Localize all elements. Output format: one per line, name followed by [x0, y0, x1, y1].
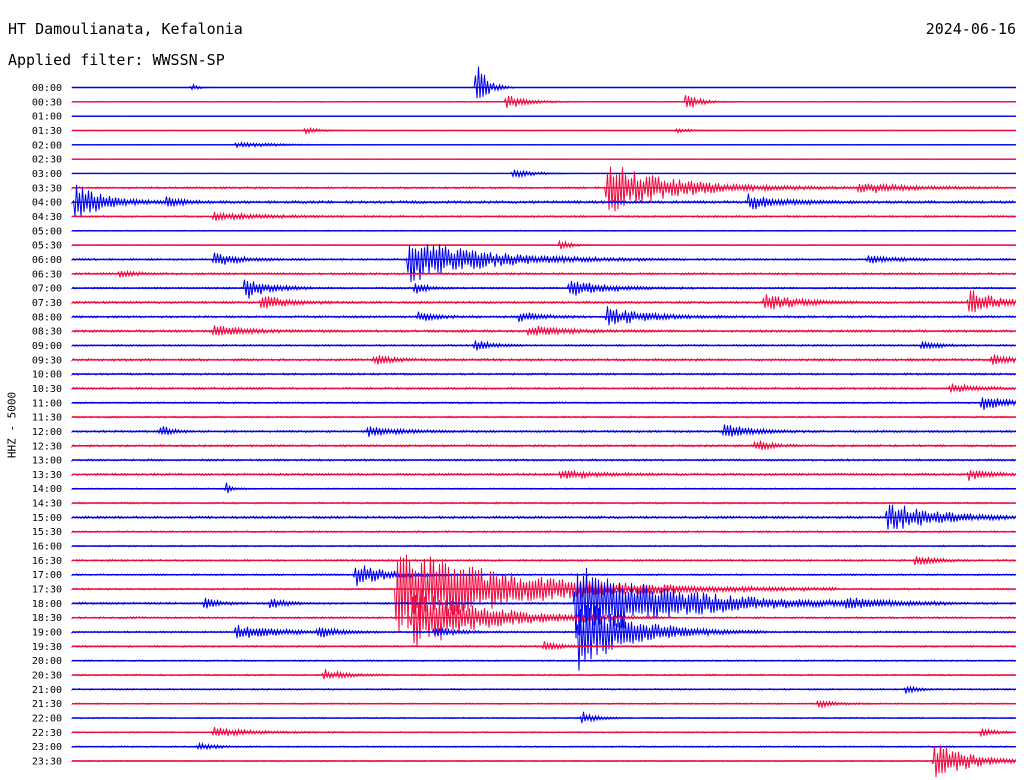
row-time-label: 08:00: [32, 312, 62, 323]
seismic-trace-row: [71, 727, 1016, 738]
row-time-label: 09:00: [32, 341, 62, 352]
date-label: 2024-06-16: [925, 20, 1016, 38]
row-time-label: 23:00: [32, 742, 62, 753]
row-time-label: 02:30: [32, 155, 62, 166]
row-time-label: 03:30: [32, 183, 62, 194]
row-time-label: 04:30: [32, 212, 62, 223]
row-time-label: 21:00: [32, 685, 62, 696]
seismic-trace-row: [71, 424, 1016, 437]
seismic-trace-row: [71, 66, 1016, 99]
row-time-label: 20:00: [32, 656, 62, 667]
row-time-label: 08:30: [32, 327, 62, 338]
row-time-label: 06:00: [32, 255, 62, 266]
row-time-label: 19:00: [32, 628, 62, 639]
seismic-trace-row: [71, 565, 1016, 587]
row-time-label: 15:30: [32, 527, 62, 538]
row-time-label: 20:30: [32, 671, 62, 682]
row-time-label: 23:30: [32, 757, 62, 768]
row-time-label: 10:00: [32, 370, 62, 381]
row-time-label: 01:30: [32, 126, 62, 137]
filter-label: Applied filter: WWSSN-SP: [8, 51, 225, 69]
row-time-label: 17:00: [32, 570, 62, 581]
seismic-trace-row: [71, 684, 1016, 695]
row-time-label: 12:30: [32, 441, 62, 452]
row-time-label: 18:30: [32, 613, 62, 624]
row-time-label: 13:00: [32, 456, 62, 467]
row-time-label: 14:30: [32, 499, 62, 510]
row-time-label: 06:30: [32, 269, 62, 280]
row-time-label: 16:30: [32, 556, 62, 567]
row-time-label: 05:00: [32, 226, 62, 237]
row-time-label: 04:00: [32, 198, 62, 209]
row-time-label: 13:30: [32, 470, 62, 481]
row-time-label: 12:00: [32, 427, 62, 438]
row-time-label: 18:00: [32, 599, 62, 610]
row-time-label: 01:00: [32, 112, 62, 123]
row-time-label: 10:30: [32, 384, 62, 395]
seismic-trace-row: [71, 306, 1016, 326]
seismic-trace-row: [71, 482, 1016, 494]
row-time-label: 05:30: [32, 241, 62, 252]
row-time-label: 02:00: [32, 140, 62, 151]
row-time-label: 11:30: [32, 413, 62, 424]
row-time-label: 22:30: [32, 728, 62, 739]
row-time-label: 19:30: [32, 642, 62, 653]
row-time-label: 07:30: [32, 298, 62, 309]
row-time-label: 00:30: [32, 97, 62, 108]
seismic-trace-row: [71, 641, 1016, 651]
row-time-label: 17:30: [32, 585, 62, 596]
station-title: HT Damoulianata, Kefalonia: [8, 20, 243, 38]
row-time-label: 11:00: [32, 398, 62, 409]
row-time-label: 14:00: [32, 484, 62, 495]
row-time-label: 22:00: [32, 714, 62, 725]
seismic-trace-row: [71, 397, 1016, 410]
seismic-trace-row: [71, 325, 1016, 337]
row-time-label: 15:00: [32, 513, 62, 524]
seismic-trace-row: [71, 279, 1016, 299]
seismic-trace-row: [71, 468, 1016, 481]
seismic-trace-row: [71, 290, 1016, 313]
seismic-trace-row: [71, 669, 1016, 680]
row-time-label: 00:00: [32, 83, 62, 94]
row-time-label: 03:00: [32, 169, 62, 180]
row-time-label: 16:00: [32, 542, 62, 553]
row-time-label: 07:00: [32, 284, 62, 295]
seismic-trace-row: [71, 244, 1016, 282]
row-time-label: 21:30: [32, 699, 62, 710]
row-time-label: 09:30: [32, 355, 62, 366]
